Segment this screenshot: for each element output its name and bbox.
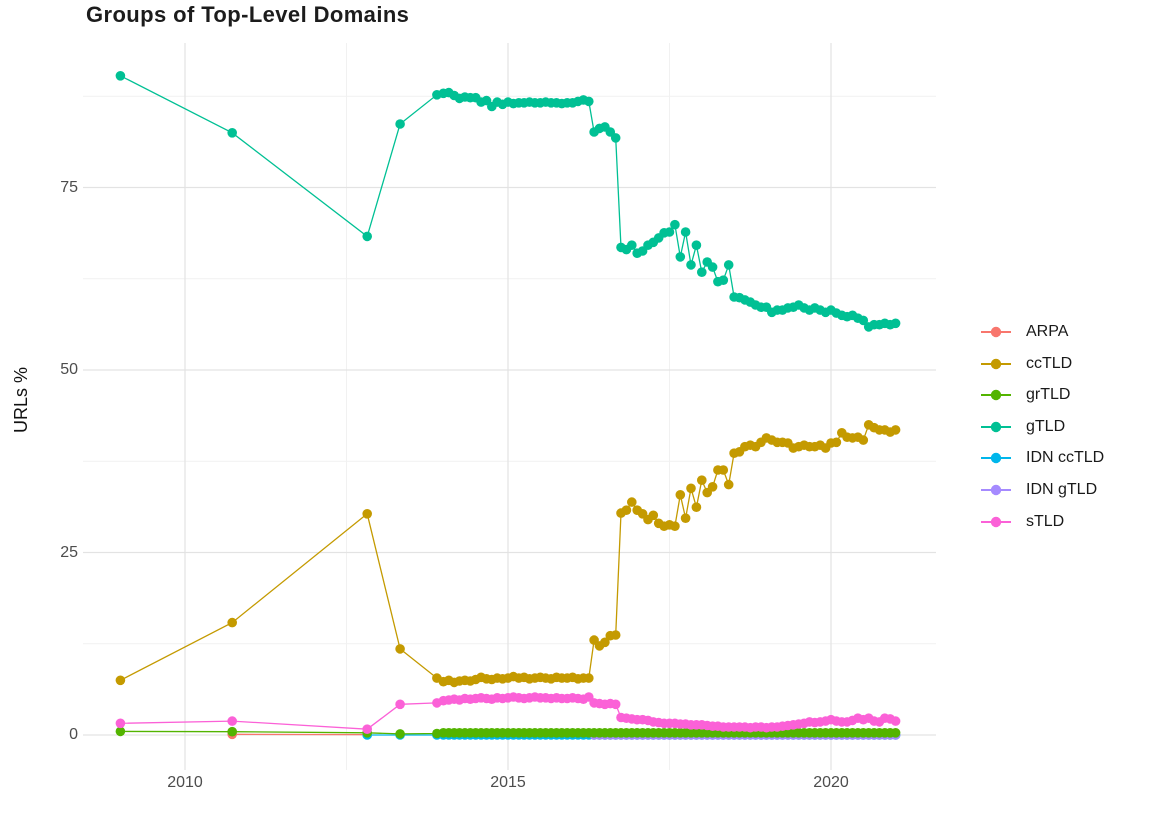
series-stld: [115, 692, 901, 734]
legend-key-icon: [981, 389, 1011, 401]
legend-label: sTLD: [1026, 512, 1065, 530]
legend-label: gTLD: [1026, 417, 1066, 435]
legend: ARPA ccTLD grTLD gTLD IDN ccTLD IDN gTLD sTLD: [980, 323, 1104, 544]
legend-label: IDN gTLD: [1026, 480, 1098, 498]
legend-label: ARPA: [1026, 323, 1069, 340]
x-tick-label: 2020: [813, 774, 849, 791]
legend-item: sTLD: [980, 513, 1104, 531]
x-tick-label: 2010: [167, 774, 203, 791]
y-tick-label: 75: [60, 178, 78, 196]
legend-item: IDN ccTLD: [980, 449, 1104, 467]
legend-label: ccTLD: [1026, 354, 1073, 372]
legend-item: ARPA: [980, 323, 1104, 341]
series-gtld: [115, 71, 901, 332]
legend-key-icon: [981, 358, 1011, 369]
series-cctld: [115, 420, 901, 688]
legend-key-icon: [981, 326, 1011, 338]
legend-key-icon: [981, 484, 1011, 496]
legend-key-icon: [981, 421, 1011, 432]
y-tick-label: 25: [60, 543, 78, 561]
legend-item: gTLD: [980, 418, 1104, 436]
legend-key-icon: [981, 516, 1011, 527]
series-arpa: [227, 729, 373, 740]
legend-item: ccTLD: [980, 355, 1104, 373]
y-tick-label: 0: [69, 726, 78, 743]
x-tick-label: 2015: [490, 774, 526, 791]
legend-label: grTLD: [1026, 386, 1071, 404]
legend-item: IDN gTLD: [980, 481, 1104, 499]
y-tick-label: 50: [60, 361, 78, 378]
legend-label: IDN ccTLD: [1026, 449, 1105, 467]
legend-item: grTLD: [980, 386, 1104, 404]
chart-title: Groups of Top-Level Domains: [86, 2, 410, 27]
legend-key-icon: [981, 453, 1011, 464]
